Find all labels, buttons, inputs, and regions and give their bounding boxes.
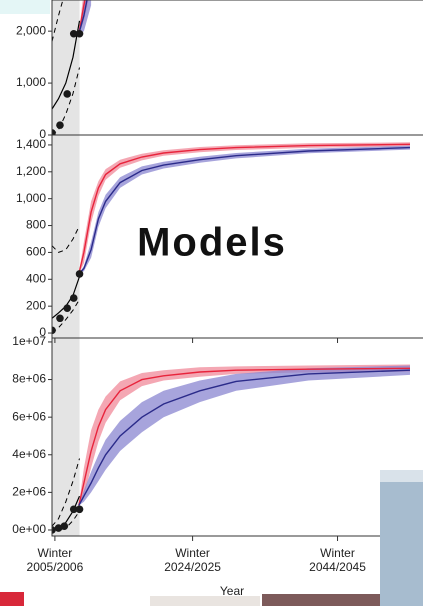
background-strip: [0, 0, 50, 14]
observed-point: [54, 524, 63, 532]
observed-point: [56, 121, 64, 129]
y-tick-label: 1,200: [16, 164, 46, 178]
background-fragment: [380, 470, 423, 606]
data-period-shade: [52, 0, 80, 135]
observed-point: [52, 129, 56, 135]
y-tick-label: 1,000: [16, 75, 46, 89]
background-fragment: [0, 592, 24, 606]
y-tick-label: 2,000: [16, 23, 46, 37]
model-line: [78, 143, 410, 275]
y-tick-label: 0: [39, 325, 46, 339]
panel-frame: [51, 0, 423, 136]
y-tick-label: 600: [26, 245, 46, 259]
y-tick-label: 8e+06: [12, 372, 46, 386]
observed-point: [52, 326, 56, 335]
fit-ci-line: [52, 458, 80, 527]
y-tick-label: 2e+06: [12, 485, 46, 499]
x-tick-label: Winter 2024/2025: [164, 546, 221, 574]
panel: [52, 0, 92, 135]
model-line: [78, 0, 86, 34]
y-tick-label: 0: [39, 127, 46, 141]
y-tick-label: 1e+07: [12, 334, 46, 348]
y-tick-label: 400: [26, 271, 46, 285]
observed-point: [69, 29, 78, 38]
model-line: [78, 0, 88, 34]
x-tick-label: Winter 2005/2006: [26, 546, 84, 574]
y-tick-label: 200: [26, 298, 46, 312]
x-axis-label: Year: [220, 584, 244, 598]
model-band: [78, 365, 410, 506]
y-tick-label: 6e+06: [12, 409, 46, 423]
y-tick-label: 0e+00: [12, 522, 46, 536]
y-tick-label: 800: [26, 218, 46, 232]
model-line: [78, 367, 410, 506]
observed-point: [63, 304, 72, 312]
fit-line: [52, 20, 81, 110]
observed-point: [56, 314, 64, 323]
y-tick-label: 4e+06: [12, 447, 46, 461]
fit-ci-line: [52, 67, 80, 135]
data-period-shade: [52, 135, 80, 338]
background-fragment: [380, 470, 423, 482]
y-tick-label: 1,400: [16, 137, 46, 151]
model-line: [78, 146, 410, 275]
panel: [52, 338, 410, 536]
annotation: Models: [137, 221, 287, 265]
x-tick-label: Winter 2044/2045: [309, 546, 366, 574]
panel-frame: [51, 337, 423, 537]
fit-ci-line: [52, 299, 80, 334]
observed-point: [60, 522, 69, 531]
background-fragment: [262, 594, 380, 606]
model-line: [78, 369, 410, 506]
observed-point: [75, 29, 84, 38]
observed-point: [75, 505, 84, 514]
observed-point: [69, 294, 78, 302]
y-tick-label: 1,000: [16, 191, 46, 205]
background-fragment: [150, 596, 260, 606]
observed-point: [63, 90, 72, 98]
panel: [52, 135, 410, 338]
observed-point: [75, 270, 84, 278]
observed-point: [69, 505, 78, 514]
